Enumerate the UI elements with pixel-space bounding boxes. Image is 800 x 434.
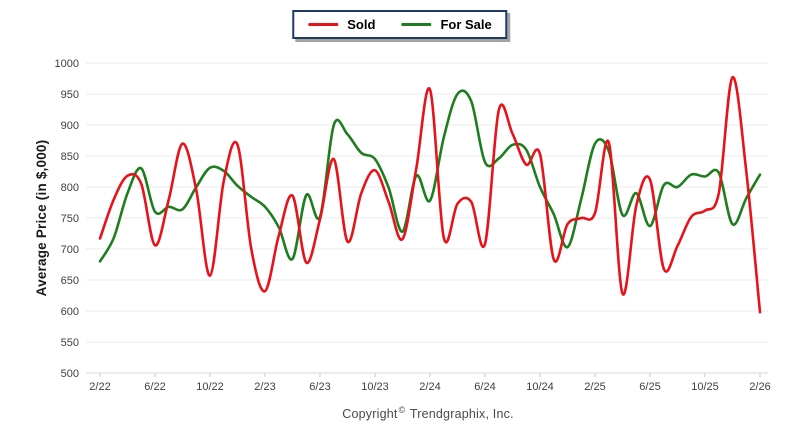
y-axis-labels: 500 550 600 650 700 750 800 850 900 950 1000	[55, 58, 79, 380]
svg-text:6/22: 6/22	[144, 381, 165, 393]
svg-text:2/23: 2/23	[254, 381, 275, 393]
svg-text:750: 750	[61, 213, 79, 225]
for-sale-series-line	[98, 89, 762, 263]
copyright-text: Copyright© Trendgraphix, Inc.	[86, 405, 770, 421]
legend-item-sold: Sold	[308, 17, 375, 32]
svg-text:10/24: 10/24	[526, 381, 554, 393]
svg-text:800: 800	[61, 182, 79, 194]
svg-text:600: 600	[61, 306, 79, 318]
svg-text:6/23: 6/23	[309, 381, 330, 393]
svg-text:6/24: 6/24	[474, 381, 495, 393]
y-axis-title: Average Price (in $,000)	[34, 140, 49, 297]
legend-label-for-sale: For Sale	[440, 17, 492, 32]
svg-text:6/25: 6/25	[639, 381, 660, 393]
svg-text:1000: 1000	[55, 58, 79, 70]
svg-text:10/23: 10/23	[361, 381, 389, 393]
svg-text:850: 850	[61, 151, 79, 163]
svg-text:10/25: 10/25	[691, 381, 719, 393]
x-axis-labels: 2/22 6/22 10/22 2/23 6/23 10/23 2/24 6/24 10/24 2…	[89, 381, 770, 393]
legend-label-sold: Sold	[347, 17, 376, 32]
copyright-prefix: Copyright	[342, 407, 398, 421]
svg-text:Average Price (in $,000): Average Price (in $,000)	[34, 140, 49, 297]
copyright-suffix: Trendgraphix, Inc.	[409, 407, 514, 421]
svg-text:2/25: 2/25	[584, 381, 605, 393]
sold-line-swatch	[308, 23, 339, 26]
sold-series-line	[98, 75, 762, 314]
svg-text:650: 650	[61, 275, 79, 287]
svg-text:2/22: 2/22	[89, 381, 110, 393]
svg-text:900: 900	[61, 120, 79, 132]
copyright-symbol: ©	[398, 404, 406, 415]
svg-text:2/24: 2/24	[419, 381, 440, 393]
x-axis	[86, 372, 768, 377]
legend-item-for-sale: For Sale	[401, 17, 492, 32]
for-sale-line-swatch	[401, 23, 432, 26]
svg-text:10/22: 10/22	[196, 381, 224, 393]
svg-text:550: 550	[61, 337, 79, 349]
svg-text:950: 950	[61, 89, 79, 101]
svg-text:700: 700	[61, 244, 79, 256]
svg-text:2/26: 2/26	[749, 381, 770, 393]
chart-legend: Sold For Sale	[292, 10, 508, 39]
svg-text:500: 500	[61, 368, 79, 380]
